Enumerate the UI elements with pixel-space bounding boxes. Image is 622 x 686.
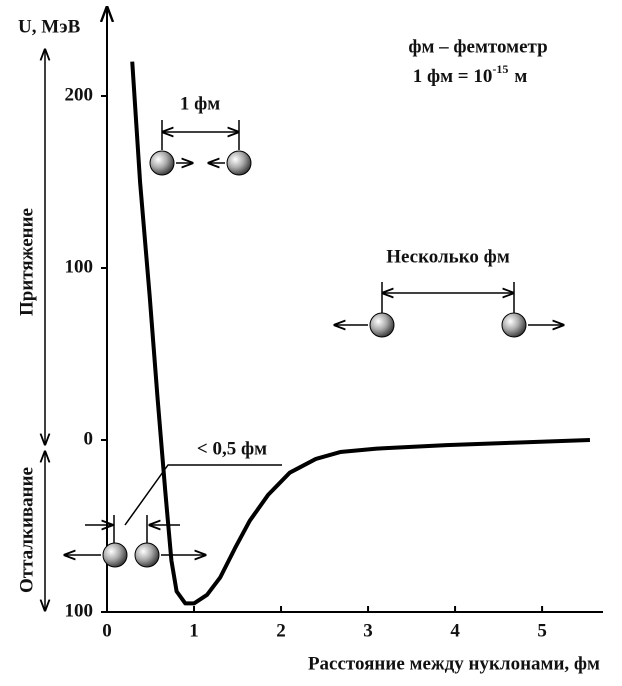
nucleon (370, 313, 394, 337)
leader-line (125, 465, 282, 525)
y-label: U, МэВ (18, 16, 81, 37)
nucleon (135, 543, 159, 567)
note: 1 фм = 10-15 м (413, 62, 528, 88)
x-tick-label: 1 (189, 620, 199, 641)
side-label: Притяжение (16, 208, 37, 316)
nucleon (227, 151, 251, 175)
y-tick-label: 0 (84, 428, 94, 449)
nucleon (103, 543, 127, 567)
y-tick-label: 200 (65, 84, 94, 105)
annotation: Несколько фм (386, 246, 510, 267)
note-exp: -15 (492, 62, 508, 76)
annotation: < 0,5 фм (197, 438, 267, 459)
annotation: 1 фм (180, 93, 220, 114)
note: фм – фемтометр (408, 36, 547, 57)
x-tick-label: 3 (363, 620, 373, 641)
x-tick-label: 4 (450, 620, 460, 641)
x-label: Расстояние между нуклонами, фм (308, 653, 600, 674)
nucleon (150, 151, 174, 175)
x-tick-label: 0 (102, 620, 112, 641)
chart: U, МэВ Расстояние между нуклонами, фм фм… (0, 0, 622, 686)
x-tick-label: 5 (537, 620, 547, 641)
x-tick-label: 2 (276, 620, 286, 641)
note-unit: м (514, 66, 527, 87)
y-tick-label: 100 (65, 600, 94, 621)
note: 1 фм = 10 (413, 66, 493, 87)
y-tick-label: 100 (65, 256, 94, 277)
nucleon (502, 313, 526, 337)
side-label: Отталкивание (16, 467, 37, 593)
